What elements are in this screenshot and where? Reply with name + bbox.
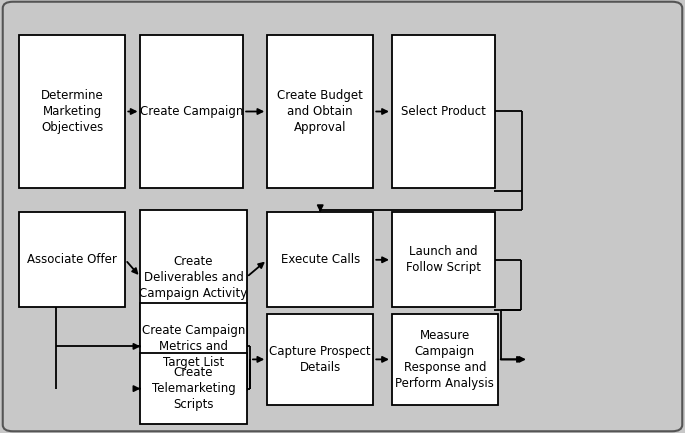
Bar bbox=[140, 353, 247, 424]
Bar bbox=[267, 35, 373, 188]
Text: Associate Offer: Associate Offer bbox=[27, 253, 117, 266]
Bar bbox=[140, 303, 247, 390]
Text: Select Product: Select Product bbox=[401, 105, 486, 118]
Bar bbox=[19, 212, 125, 307]
Bar bbox=[140, 210, 247, 344]
Text: Create Campaign: Create Campaign bbox=[140, 105, 243, 118]
Text: Create
Deliverables and
Campaign Activity: Create Deliverables and Campaign Activit… bbox=[139, 255, 248, 300]
Text: Create Campaign
Metrics and
Target List: Create Campaign Metrics and Target List bbox=[142, 324, 245, 369]
Text: Create Budget
and Obtain
Approval: Create Budget and Obtain Approval bbox=[277, 89, 363, 134]
Text: Execute Calls: Execute Calls bbox=[281, 253, 360, 266]
Bar bbox=[392, 314, 498, 405]
Text: Launch and
Follow Script: Launch and Follow Script bbox=[406, 246, 481, 274]
Bar bbox=[392, 212, 495, 307]
Bar bbox=[140, 35, 243, 188]
FancyBboxPatch shape bbox=[3, 2, 682, 431]
Bar bbox=[19, 35, 125, 188]
Bar bbox=[267, 314, 373, 405]
Text: Capture Prospect
Details: Capture Prospect Details bbox=[269, 345, 371, 374]
Bar bbox=[267, 212, 373, 307]
Bar bbox=[392, 35, 495, 188]
Text: Measure
Campaign
Response and
Perform Analysis: Measure Campaign Response and Perform An… bbox=[395, 329, 495, 390]
Text: Determine
Marketing
Objectives: Determine Marketing Objectives bbox=[41, 89, 103, 134]
Text: Create
Telemarketing
Scripts: Create Telemarketing Scripts bbox=[151, 366, 236, 411]
